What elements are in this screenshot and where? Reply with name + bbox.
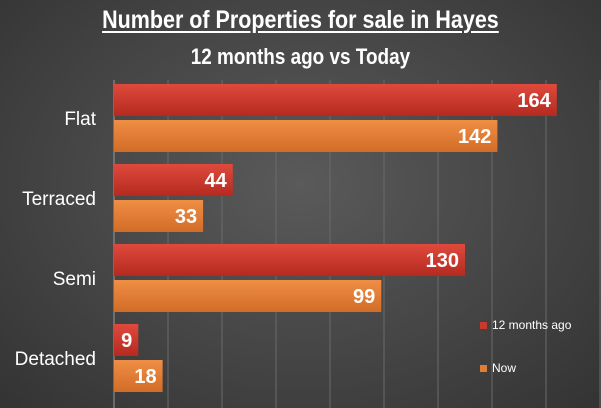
- legend-swatch-now: [480, 364, 487, 372]
- bar-terraced-12-months-ago: [114, 164, 233, 196]
- legend-item-now: Now: [480, 361, 516, 375]
- legend-label-12-months-ago: 12 months ago: [492, 318, 572, 332]
- legend-item-12-months-ago: 12 months ago: [480, 318, 571, 332]
- category-label: Semi: [53, 269, 96, 290]
- data-label: 9: [121, 330, 132, 352]
- data-label: 99: [353, 286, 375, 308]
- bar-flat-now: [114, 120, 498, 152]
- data-label: 164: [517, 90, 551, 112]
- chart-subtitle: 12 months ago vs Today: [190, 44, 411, 69]
- bar-flat-12-months-ago: [114, 84, 557, 116]
- category-label: Terraced: [22, 189, 96, 210]
- bar-semi-now: [114, 280, 382, 312]
- chart-title: Number of Properties for sale in Hayes: [102, 6, 499, 34]
- category-labels: Flat Terraced Semi Detached: [15, 109, 97, 370]
- bar-semi-12-months-ago: [114, 244, 465, 276]
- category-label: Flat: [64, 109, 96, 130]
- data-label: 44: [205, 170, 228, 192]
- data-label: 130: [426, 250, 459, 272]
- data-label: 33: [175, 206, 197, 228]
- legend-swatch-12-months-ago: [480, 321, 487, 329]
- bar-detached-12-months-ago: [114, 324, 139, 356]
- data-label: 18: [134, 366, 156, 388]
- bar-detached-now: [114, 360, 163, 392]
- legend-label-now: Now: [492, 361, 517, 375]
- bar-terraced-now: [114, 200, 204, 232]
- data-label: 142: [458, 126, 491, 148]
- category-label: Detached: [15, 349, 96, 370]
